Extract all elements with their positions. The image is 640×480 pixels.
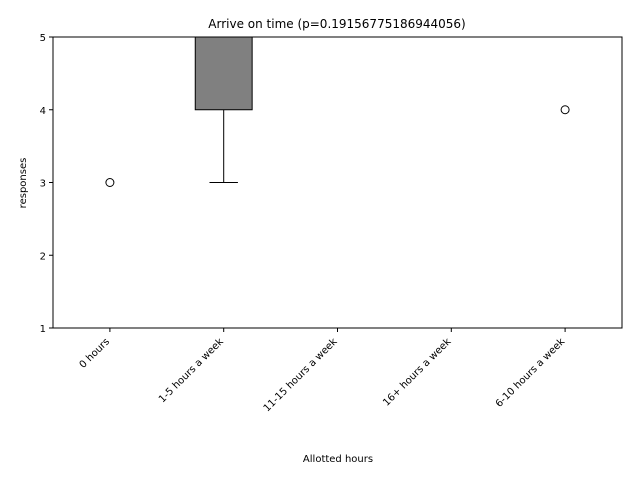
y-axis: 1 2 3 4 5 [40, 33, 53, 335]
box-4 [536, 36, 594, 115]
outlier-point [560, 105, 570, 115]
chart-title: Arrive on time (p=0.19156775186944056) [208, 17, 465, 31]
box-rect [194, 36, 253, 111]
y-tick-label: 1 [40, 324, 46, 335]
box-0 [81, 36, 139, 187]
box-1 [194, 36, 253, 183]
x-tick-label: 0 hours [78, 336, 112, 370]
y-axis-label: responses [18, 158, 29, 209]
y-tick-label: 5 [40, 33, 46, 44]
y-tick-label: 3 [40, 179, 46, 190]
y-tick-label: 2 [40, 251, 46, 262]
plot-frame [52, 36, 623, 329]
x-tick-label: 1-5 hours a week [157, 336, 226, 405]
x-tick-label: 6-10 hours a week [494, 336, 568, 410]
x-tick-label: 11-15 hours a week [262, 336, 340, 414]
y-tick-label: 4 [40, 106, 46, 117]
plot-area [52, 36, 623, 329]
x-axis-label: Allotted hours [303, 454, 373, 465]
x-axis: 0 hours 1-5 hours a week 11-15 hours a wee… [78, 328, 568, 414]
x-tick-label: 16+ hours a week [381, 336, 453, 408]
outlier-point [105, 178, 115, 187]
